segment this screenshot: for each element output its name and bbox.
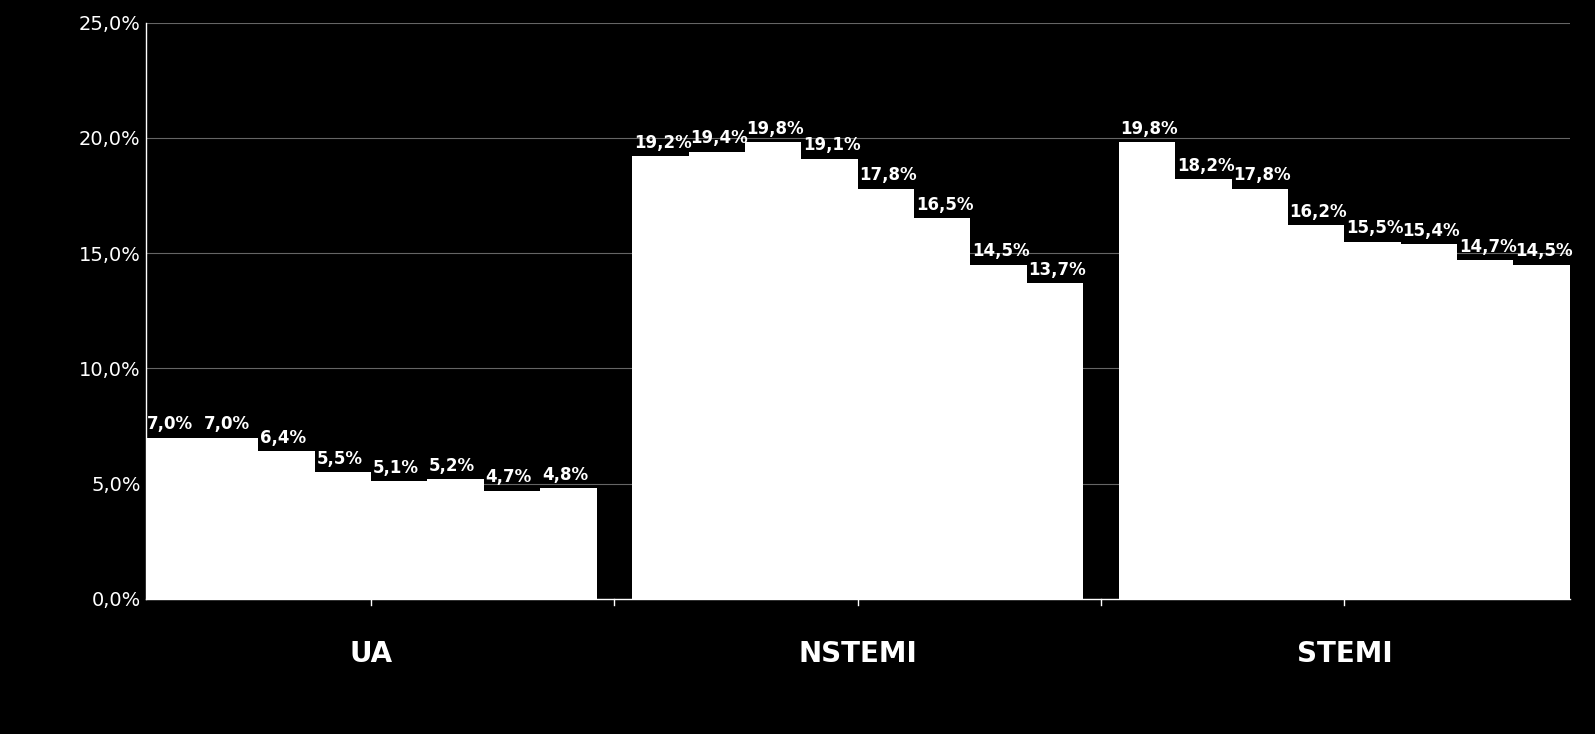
Polygon shape [145,437,597,599]
Text: NSTEMI: NSTEMI [799,641,917,669]
Text: 14,7%: 14,7% [1459,238,1517,256]
Text: 4,7%: 4,7% [485,468,531,487]
Text: 16,5%: 16,5% [916,196,973,214]
Text: 17,8%: 17,8% [1233,167,1290,184]
Text: 4,8%: 4,8% [542,466,589,484]
Text: 5,1%: 5,1% [373,459,419,477]
Text: 5,5%: 5,5% [316,450,362,468]
Text: 15,5%: 15,5% [1346,219,1404,237]
Text: 19,1%: 19,1% [802,137,861,154]
Text: 19,4%: 19,4% [691,129,748,148]
Text: 17,8%: 17,8% [860,167,917,184]
Text: STEMI: STEMI [1297,641,1392,669]
Text: 19,8%: 19,8% [1121,120,1179,138]
Text: UA: UA [349,641,392,669]
Text: 7,0%: 7,0% [147,415,193,433]
Text: 16,2%: 16,2% [1290,203,1348,221]
Text: 5,2%: 5,2% [429,457,475,475]
Text: 7,0%: 7,0% [204,415,250,433]
Text: 18,2%: 18,2% [1177,157,1235,175]
Text: 15,4%: 15,4% [1402,222,1459,240]
Text: 6,4%: 6,4% [260,429,306,447]
Text: 14,5%: 14,5% [971,242,1030,261]
Polygon shape [632,142,1083,599]
Polygon shape [1118,142,1569,599]
Text: 13,7%: 13,7% [1029,261,1086,279]
Text: 14,5%: 14,5% [1515,242,1573,261]
Text: 19,2%: 19,2% [633,134,692,152]
Text: 19,8%: 19,8% [746,120,804,138]
